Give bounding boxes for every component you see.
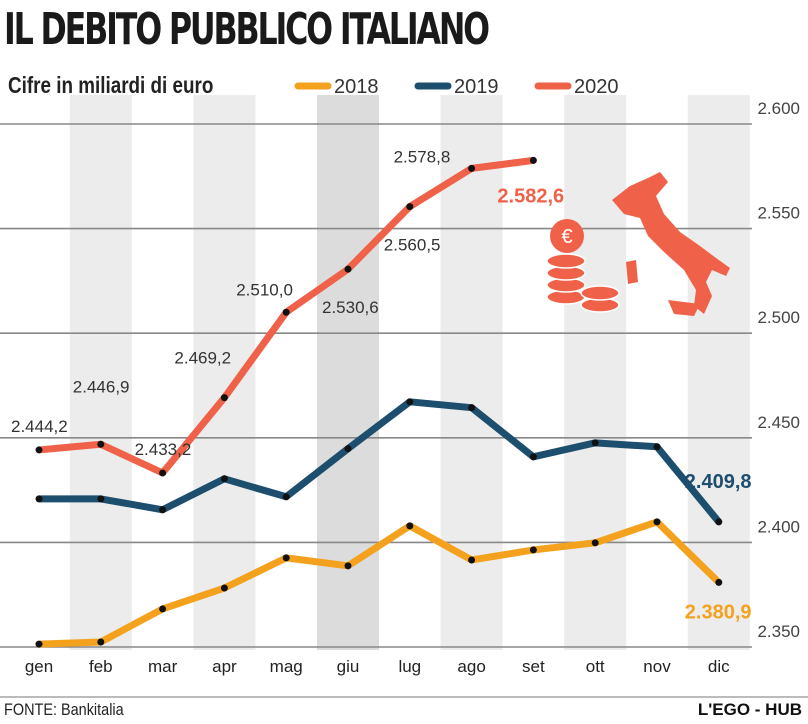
data-point-2019-giu	[344, 445, 352, 453]
data-point-2018-lug	[406, 522, 414, 530]
data-point-2018-mag	[282, 554, 290, 562]
data-point-2018-apr	[220, 584, 228, 592]
data-label-2020-giu: 2.530,6	[322, 298, 379, 317]
data-point-2019-nov	[653, 443, 661, 451]
column-band	[687, 95, 750, 650]
chart-title: IL DEBITO PUBBLICO ITALIANO	[4, 4, 490, 55]
x-tick-label: mag	[270, 657, 303, 676]
data-point-2020-set	[529, 156, 537, 164]
x-tick-label: gen	[25, 657, 53, 676]
y-tick-label: 2.450	[757, 413, 800, 432]
chart-subtitle: Cifre in miliardi di euro	[8, 72, 214, 98]
data-point-2018-nov	[653, 518, 661, 526]
coin	[546, 253, 586, 269]
x-tick-label: giu	[337, 657, 360, 676]
data-point-2019-feb	[97, 495, 105, 503]
data-point-2018-gen	[35, 640, 43, 648]
data-point-2018-ott	[591, 539, 599, 547]
sardinia-shape	[626, 260, 638, 284]
data-label-2020-ago: 2.578,8	[394, 147, 451, 166]
data-label-2020-apr: 2.469,2	[174, 349, 231, 368]
data-point-2019-ago	[468, 404, 476, 412]
data-point-2019-lug	[406, 398, 414, 406]
x-tick-label: set	[522, 657, 545, 676]
column-band	[564, 95, 627, 650]
data-point-2019-mar	[159, 506, 167, 514]
data-label-2020-gen: 2.444,2	[11, 417, 68, 436]
x-tick-label: ott	[586, 657, 605, 676]
data-point-2020-lug	[406, 203, 414, 211]
data-point-2019-set	[529, 453, 537, 461]
x-tick-label: lug	[398, 657, 421, 676]
data-point-2019-dic	[715, 518, 723, 526]
data-point-2018-set	[529, 546, 537, 554]
data-label-2020-mar: 2.433,2	[135, 440, 192, 459]
series-line-2019	[39, 398, 722, 525]
euro-symbol: €	[561, 226, 572, 248]
euro-coins-icon: €	[546, 219, 620, 313]
data-point-2018-feb	[97, 638, 105, 646]
legend-label-2020: 2020	[574, 76, 619, 98]
x-tick-label: nov	[643, 657, 671, 676]
y-tick-label: 2.350	[757, 622, 800, 641]
y-tick-label: 2.550	[757, 204, 800, 223]
data-label-2020-mag: 2.510,0	[236, 280, 293, 299]
data-point-2020-apr	[220, 394, 228, 402]
sicily-shape	[668, 300, 700, 316]
x-tick-label: apr	[212, 657, 237, 676]
y-tick-label: 2.500	[757, 308, 800, 327]
data-point-2019-ott	[591, 439, 599, 447]
data-point-2020-gen	[35, 446, 43, 454]
data-point-2020-ago	[468, 164, 476, 172]
italy-map-icon	[612, 172, 730, 314]
legend-label-2019: 2019	[454, 76, 499, 98]
data-point-2018-ago	[468, 556, 476, 564]
data-label-2020-set: 2.582,6	[497, 185, 564, 207]
x-tick-label: feb	[89, 657, 113, 676]
x-tick-label: ago	[457, 657, 485, 676]
series-line-2018	[38, 518, 722, 648]
data-point-2020-mag	[282, 308, 290, 316]
data-label-2018-dic: 2.380,9	[685, 601, 752, 623]
column-band	[69, 95, 132, 650]
legend-label-2018: 2018	[334, 76, 379, 98]
data-point-2020-mar	[159, 469, 167, 477]
x-tick-label: dic	[708, 657, 730, 676]
data-label-2020-feb: 2.446,9	[73, 377, 130, 396]
data-point-2019-apr	[220, 475, 228, 483]
data-point-2019-mag	[282, 493, 290, 501]
data-point-2020-feb	[97, 440, 105, 448]
y-tick-label: 2.600	[757, 99, 800, 118]
y-tick-label: 2.400	[757, 517, 800, 536]
data-point-2018-giu	[344, 562, 352, 570]
x-tick-label: mar	[148, 657, 178, 676]
euro-coin	[550, 219, 584, 253]
data-point-2020-giu	[344, 265, 352, 273]
data-point-2019-gen	[35, 495, 43, 503]
data-point-2018-mar	[159, 605, 167, 613]
brand-logo: L'EGO - HUB	[697, 700, 802, 719]
source-note: FONTE: Bankitalia	[4, 700, 124, 719]
data-point-2018-dic	[715, 578, 723, 586]
data-label-2020-lug: 2.560,5	[384, 236, 441, 255]
data-label-2019-dic: 2.409,8	[685, 471, 752, 493]
coin	[580, 285, 620, 301]
column-band	[317, 95, 379, 650]
